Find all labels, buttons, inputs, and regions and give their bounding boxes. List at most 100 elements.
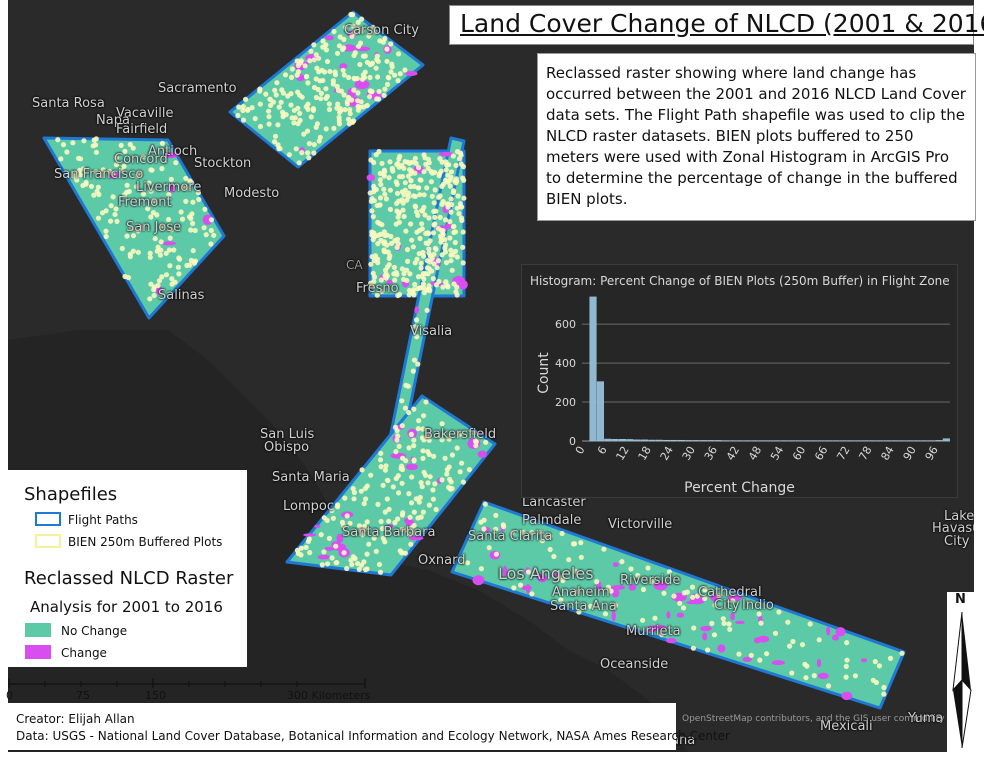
change-patch: [520, 585, 532, 590]
bien-plot: [432, 481, 438, 487]
bien-plot: [188, 227, 194, 233]
city-label: Lancaster: [522, 495, 586, 510]
histogram-x-tick-label: 6: [595, 444, 610, 457]
north-arrow-label: N: [955, 592, 966, 607]
flight-paths-swatch: [35, 512, 61, 526]
bien-plot: [417, 192, 423, 198]
bien-plot: [166, 247, 172, 253]
city-label: San Luis: [260, 427, 315, 442]
bien-plot: [399, 174, 406, 180]
bien-plot: [443, 167, 449, 173]
bien-plot: [459, 460, 465, 466]
bien-plot: [92, 142, 99, 148]
bien-plot: [252, 116, 258, 122]
bien-plot: [776, 609, 782, 615]
city-label: Antioch: [148, 144, 198, 159]
histogram-x-tick-label: 48: [746, 444, 764, 463]
bien-plot: [368, 261, 374, 267]
change-patch: [676, 612, 685, 618]
bien-plot: [816, 637, 822, 643]
bien-plot: [396, 219, 402, 225]
bien-plot: [93, 136, 99, 142]
bien-plot: [326, 101, 332, 107]
bien-plot: [411, 458, 417, 464]
bien-plot: [166, 192, 172, 198]
bien-plot: [452, 248, 459, 254]
bien-plot: [421, 469, 427, 475]
bien-plot: [159, 274, 165, 280]
bien-plot: [756, 611, 762, 617]
bien-plot: [430, 276, 436, 282]
bien-plot: [418, 265, 424, 271]
bien-plot: [121, 192, 128, 198]
bien-plot: [435, 258, 441, 264]
bien-plot: [399, 480, 405, 486]
bien-plot: [711, 632, 718, 638]
bien-plot: [389, 165, 395, 172]
bien-plot: [245, 107, 251, 113]
bien-plot: [294, 58, 300, 64]
bien-plot: [93, 169, 99, 175]
bien-plot: [136, 170, 142, 176]
bien-plot: [423, 240, 429, 246]
bien-plot: [349, 561, 355, 568]
change-patch: [666, 637, 677, 644]
bien-plot: [601, 546, 607, 552]
bien-plot: [323, 47, 329, 53]
bien-plot: [344, 513, 350, 519]
bien-plot: [482, 501, 488, 507]
bien-plot: [437, 214, 443, 220]
bien-plot: [493, 551, 499, 557]
legend-no-change-label: No Change: [61, 624, 128, 638]
city-label: Santa Rosa: [32, 96, 105, 111]
histogram-bar: [692, 440, 700, 442]
bien-plot: [407, 271, 413, 277]
bien-plot: [411, 357, 418, 363]
bien-plot: [272, 133, 279, 139]
bien-plot: [405, 194, 411, 200]
bien-plot: [108, 218, 114, 224]
city-label: Livermore: [136, 180, 202, 195]
bien-plot: [363, 496, 369, 502]
region-label: CA: [346, 258, 363, 272]
bien-plot: [118, 168, 124, 174]
histogram-bar: [707, 440, 715, 442]
bien-plot: [453, 162, 459, 168]
bien-plot: [272, 139, 278, 145]
change-patch: [317, 554, 331, 560]
bien-plot: [335, 504, 341, 510]
bien-plot: [430, 487, 436, 493]
bien-plot: [429, 268, 435, 274]
bien-plot: [443, 260, 450, 266]
bien-plot: [443, 280, 449, 286]
bien-plot: [389, 64, 395, 70]
bien-plot: [377, 231, 384, 237]
bien-plot: [447, 183, 453, 189]
bien-plot: [419, 435, 426, 441]
bien-plot: [272, 87, 278, 93]
change-patch: [832, 634, 839, 641]
bien-plot: [439, 437, 445, 443]
bien-plot: [99, 210, 106, 216]
bien-plot: [431, 200, 437, 206]
bien-plot: [304, 74, 310, 80]
bien-plot: [439, 201, 445, 207]
bien-plot: [372, 29, 378, 35]
city-label: City: [944, 534, 970, 549]
histogram-bar: [670, 439, 678, 442]
bien-plot: [156, 278, 162, 284]
city-label: Mexicali: [820, 719, 873, 734]
bien-plot: [881, 684, 887, 691]
bien-plot: [130, 145, 136, 151]
bien-plot: [410, 368, 416, 374]
bien-plot: [362, 69, 368, 75]
bien-plot: [384, 242, 390, 248]
bien-plot: [167, 263, 173, 269]
bien-plot: [666, 569, 673, 575]
bien-plot: [76, 155, 82, 161]
bien-plot: [348, 557, 354, 563]
bien-plot: [446, 436, 452, 442]
bien-plot: [702, 587, 708, 593]
bien-plot: [418, 285, 424, 291]
change-patch: [303, 533, 317, 537]
